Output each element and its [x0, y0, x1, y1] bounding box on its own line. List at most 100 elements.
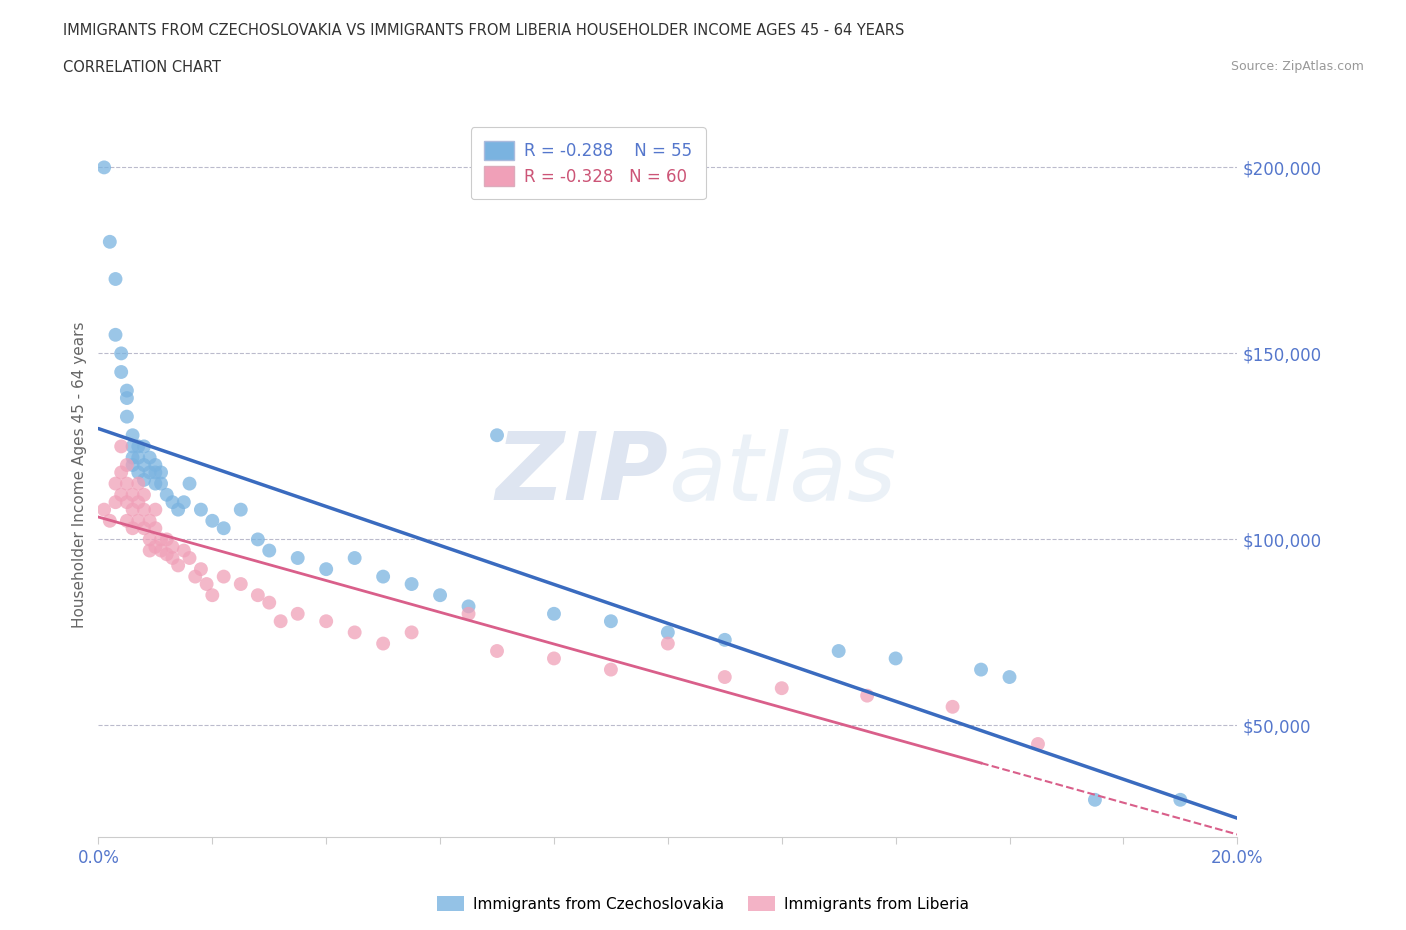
- Point: [150, 532, 173, 547]
- Point: [714, 670, 737, 684]
- Point: [828, 644, 851, 658]
- Point: [121, 458, 143, 472]
- Point: [110, 487, 132, 502]
- Point: [543, 606, 565, 621]
- Point: [145, 521, 167, 536]
- Point: [270, 614, 292, 629]
- Point: [195, 577, 218, 591]
- Point: [138, 543, 160, 558]
- Point: [132, 502, 155, 517]
- Point: [132, 521, 155, 536]
- Point: [145, 539, 167, 554]
- Point: [156, 487, 179, 502]
- Point: [167, 502, 190, 517]
- Point: [138, 513, 160, 528]
- Text: IMMIGRANTS FROM CZECHOSLOVAKIA VS IMMIGRANTS FROM LIBERIA HOUSEHOLDER INCOME AGE: IMMIGRANTS FROM CZECHOSLOVAKIA VS IMMIGR…: [63, 23, 904, 38]
- Point: [121, 450, 143, 465]
- Point: [315, 562, 337, 577]
- Point: [145, 476, 167, 491]
- Point: [1026, 737, 1049, 751]
- Point: [127, 495, 149, 510]
- Point: [132, 472, 155, 487]
- Point: [115, 383, 138, 398]
- Y-axis label: Householder Income Ages 45 - 64 years: Householder Income Ages 45 - 64 years: [72, 321, 87, 628]
- Point: [657, 636, 679, 651]
- Point: [543, 651, 565, 666]
- Point: [104, 495, 127, 510]
- Point: [942, 699, 965, 714]
- Point: [150, 465, 173, 480]
- Point: [138, 532, 160, 547]
- Point: [173, 543, 195, 558]
- Point: [93, 502, 115, 517]
- Point: [127, 465, 149, 480]
- Point: [115, 476, 138, 491]
- Point: [401, 577, 423, 591]
- Point: [138, 450, 160, 465]
- Point: [127, 476, 149, 491]
- Point: [201, 588, 224, 603]
- Legend: R = -0.288    N = 55, R = -0.328   N = 60: R = -0.288 N = 55, R = -0.328 N = 60: [471, 127, 706, 199]
- Point: [714, 632, 737, 647]
- Point: [156, 547, 179, 562]
- Point: [1140, 837, 1163, 852]
- Point: [115, 513, 138, 528]
- Point: [138, 465, 160, 480]
- Point: [212, 569, 235, 584]
- Point: [246, 588, 269, 603]
- Point: [98, 234, 121, 249]
- Point: [179, 476, 201, 491]
- Point: [600, 614, 623, 629]
- Point: [115, 458, 138, 472]
- Point: [93, 160, 115, 175]
- Point: [190, 562, 212, 577]
- Point: [770, 681, 793, 696]
- Point: [121, 428, 143, 443]
- Point: [127, 439, 149, 454]
- Point: [115, 495, 138, 510]
- Point: [287, 551, 309, 565]
- Point: [259, 543, 281, 558]
- Point: [184, 569, 207, 584]
- Point: [373, 636, 395, 651]
- Legend: Immigrants from Czechoslovakia, Immigrants from Liberia: Immigrants from Czechoslovakia, Immigran…: [430, 889, 976, 918]
- Point: [229, 577, 252, 591]
- Point: [315, 614, 337, 629]
- Point: [287, 606, 309, 621]
- Point: [173, 495, 195, 510]
- Point: [486, 428, 509, 443]
- Point: [343, 551, 366, 565]
- Point: [162, 495, 184, 510]
- Point: [110, 439, 132, 454]
- Point: [343, 625, 366, 640]
- Point: [127, 513, 149, 528]
- Point: [179, 551, 201, 565]
- Point: [201, 513, 224, 528]
- Point: [110, 346, 132, 361]
- Point: [162, 551, 184, 565]
- Point: [162, 539, 184, 554]
- Point: [150, 543, 173, 558]
- Point: [110, 365, 132, 379]
- Point: [190, 502, 212, 517]
- Point: [104, 327, 127, 342]
- Point: [1084, 792, 1107, 807]
- Point: [486, 644, 509, 658]
- Point: [259, 595, 281, 610]
- Point: [115, 391, 138, 405]
- Point: [132, 458, 155, 472]
- Point: [127, 450, 149, 465]
- Point: [150, 476, 173, 491]
- Text: CORRELATION CHART: CORRELATION CHART: [63, 60, 221, 75]
- Point: [145, 502, 167, 517]
- Point: [401, 625, 423, 640]
- Point: [457, 599, 479, 614]
- Point: [212, 521, 235, 536]
- Point: [1170, 792, 1192, 807]
- Point: [856, 688, 879, 703]
- Point: [121, 521, 143, 536]
- Point: [970, 662, 993, 677]
- Point: [145, 465, 167, 480]
- Text: atlas: atlas: [668, 429, 896, 520]
- Point: [998, 670, 1021, 684]
